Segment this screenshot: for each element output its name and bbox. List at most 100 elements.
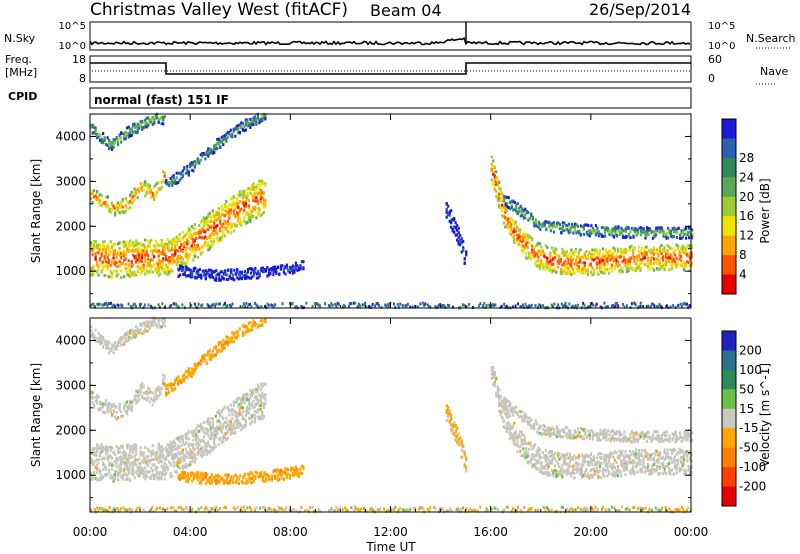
echo-cell: [615, 260, 618, 264]
echo-cell: [232, 422, 235, 425]
echo-cell: [211, 224, 214, 228]
echo-cell: [190, 460, 193, 464]
echo-cell: [126, 461, 129, 465]
echo-cell: [228, 340, 231, 344]
echo-cell: [124, 332, 127, 336]
echo-cell: [571, 267, 574, 271]
echo-cell: [192, 472, 195, 476]
ground-scatter-cell: [272, 305, 275, 309]
echo-cell: [114, 453, 117, 456]
echo-cell: [108, 248, 111, 252]
echo-cell: [558, 255, 561, 259]
echo-cell: [105, 260, 108, 263]
echo-cell: [294, 266, 297, 269]
echo-cell: [106, 195, 109, 199]
echo-cell: [188, 477, 191, 481]
echo-cell: [209, 273, 212, 277]
echo-cell: [553, 267, 556, 271]
ground-scatter-cell: [375, 302, 378, 305]
echo-cell: [253, 199, 256, 203]
echo-cell: [186, 255, 189, 259]
echo-cell: [171, 175, 174, 179]
echo-cell: [605, 226, 608, 230]
echo-cell: [153, 249, 156, 252]
echo-cell: [581, 225, 584, 229]
echo-cell: [237, 126, 240, 130]
echo-cell: [200, 473, 203, 477]
echo-cell: [160, 459, 163, 463]
echo-cell: [250, 402, 253, 406]
echo-cell: [285, 266, 288, 270]
echo-cell: [141, 382, 144, 386]
echo-cell: [256, 211, 259, 215]
echo-cell: [550, 262, 553, 266]
echo-cell: [215, 276, 218, 280]
echo-cell: [243, 332, 246, 336]
echo-cell: [217, 348, 220, 352]
echo-cell: [207, 352, 210, 356]
ground-scatter-cell: [401, 304, 404, 308]
echo-cell: [139, 241, 142, 245]
echo-cell: [514, 223, 517, 227]
echo-cell: [93, 125, 96, 129]
echo-cell: [99, 334, 102, 338]
echo-cell: [252, 208, 255, 212]
echo-cell: [235, 400, 238, 404]
echo-cell: [204, 241, 207, 245]
echo-cell: [597, 270, 600, 274]
echo-cell: [229, 409, 232, 413]
echo-cell: [123, 461, 126, 465]
echo-cell: [129, 331, 132, 335]
echo-cell: [600, 234, 603, 238]
echo-cell: [217, 343, 220, 347]
echo-cell: [624, 247, 627, 251]
echo-cell: [538, 258, 541, 262]
echo-cell: [118, 451, 121, 454]
echo-cell: [183, 272, 186, 276]
echo-cell: [193, 453, 196, 457]
echo-cell: [192, 241, 195, 245]
echo-cell: [192, 269, 195, 273]
echo-cell: [169, 177, 172, 181]
echo-cell: [124, 454, 127, 458]
echo-cell: [232, 209, 235, 213]
ground-scatter-cell: [341, 305, 344, 309]
echo-cell: [157, 266, 160, 269]
echo-cell: [223, 226, 226, 230]
echo-cell: [199, 426, 202, 430]
echo-cell: [185, 268, 188, 272]
echo-cell: [136, 196, 139, 200]
echo-cell: [628, 248, 632, 252]
echo-cell: [165, 391, 168, 395]
echo-cell: [453, 218, 456, 222]
echo-cell: [147, 458, 150, 462]
echo-cell: [445, 202, 448, 205]
echo-cell: [186, 238, 189, 242]
echo-cell: [182, 268, 185, 272]
echo-cell: [165, 179, 168, 183]
echo-cell: [527, 211, 530, 214]
echo-cell: [120, 255, 123, 259]
echo-cell: [550, 246, 553, 250]
echo-cell: [510, 227, 513, 231]
echo-cell: [133, 187, 136, 191]
ground-scatter-cell: [121, 304, 124, 308]
echo-cell: [159, 392, 162, 396]
echo-cell: [601, 271, 605, 275]
echo-cell: [191, 275, 194, 279]
echo-cell: [552, 262, 555, 266]
echo-cell: [216, 272, 219, 276]
echo-cell: [130, 271, 133, 275]
echo-cell: [160, 265, 163, 269]
echo-cell: [141, 452, 144, 456]
echo-cell: [262, 202, 265, 206]
echo-cell: [96, 243, 99, 247]
echo-cell: [109, 476, 112, 480]
echo-cell: [244, 413, 247, 417]
echo-cell: [634, 262, 638, 266]
echo-cell: [100, 473, 103, 477]
echo-cell: [108, 468, 111, 472]
echo-cell: [459, 240, 462, 244]
echo-cell: [177, 380, 180, 383]
echo-cell: [175, 463, 178, 467]
